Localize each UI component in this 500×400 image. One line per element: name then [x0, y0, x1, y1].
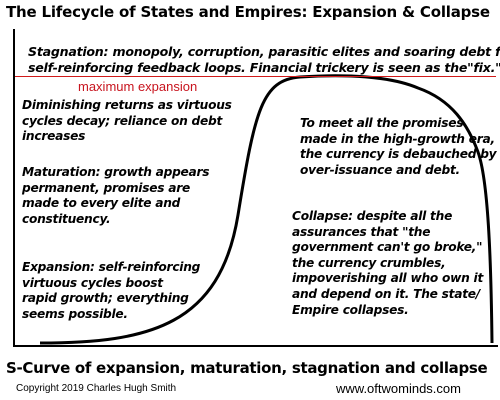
- diminishing-line-1: Diminishing returns as virtuous: [22, 98, 232, 112]
- stagnation-line-1: Stagnation: monopoly, corruption, parasi…: [28, 44, 500, 59]
- collapse-line-4: the currency crumbles,: [292, 255, 446, 270]
- maturation-line-3: made to every elite and: [22, 196, 181, 211]
- collapse-note: Collapse: despite all the assurances tha…: [292, 209, 483, 318]
- expansion-line-4: seems possible.: [22, 306, 128, 321]
- debasement-line-4: over-issuance and debt.: [300, 162, 460, 177]
- maturation-line-4: constituency.: [22, 211, 111, 226]
- diagram-caption: S-Curve of expansion, maturation, stagna…: [6, 359, 488, 377]
- debasement-line-2: made in the high-growth era,: [300, 131, 495, 146]
- diminishing-returns-note: Diminishing returns as virtuous cycles d…: [22, 98, 232, 145]
- debasement-line-3: the currency is debauched by: [300, 147, 497, 162]
- copyright-text: Copyright 2019 Charles Hugh Smith: [16, 383, 177, 394]
- expansion-line-2: virtuous cycles boost: [22, 275, 163, 290]
- stagnation-note: Stagnation: monopoly, corruption, parasi…: [28, 44, 500, 75]
- diminishing-line-3: increases: [22, 129, 86, 144]
- diagram-title: The Lifecycle of States and Empires: Exp…: [6, 3, 490, 21]
- maximum-expansion-line: [15, 76, 496, 77]
- expansion-line-1: Expansion: self-reinforcing: [22, 260, 201, 274]
- maturation-line-1: Maturation: growth appears: [22, 165, 210, 179]
- collapse-line-3: government can't go broke,": [292, 240, 483, 255]
- expansion-note: Expansion: self-reinforcing virtuous cyc…: [22, 260, 200, 322]
- currency-debasement-note: To meet all the promises made in the hig…: [300, 116, 497, 178]
- maturation-line-2: permanent, promises are: [22, 180, 190, 195]
- stagnation-line-2: self-reinforcing feedback loops. Financi…: [28, 59, 500, 75]
- expansion-line-3: rapid growth; everything: [22, 291, 189, 306]
- debasement-line-1: To meet all the promises: [300, 116, 464, 130]
- maturation-note: Maturation: growth appears permanent, pr…: [22, 165, 210, 227]
- collapse-line-6: and depend on it. The state/: [292, 286, 481, 301]
- diminishing-line-2: cycles decay; reliance on debt: [22, 113, 223, 128]
- maximum-expansion-label: maximum expansion: [78, 79, 198, 94]
- collapse-line-7: Empire collapses.: [292, 302, 409, 317]
- axes-frame: [13, 29, 498, 347]
- collapse-line-2: assurances that "the: [292, 224, 431, 239]
- collapse-line-1: Collapse: despite all the: [292, 209, 453, 223]
- website-text: www.oftwominds.com: [336, 381, 461, 396]
- collapse-line-5: impoverishing all who own it: [292, 271, 484, 286]
